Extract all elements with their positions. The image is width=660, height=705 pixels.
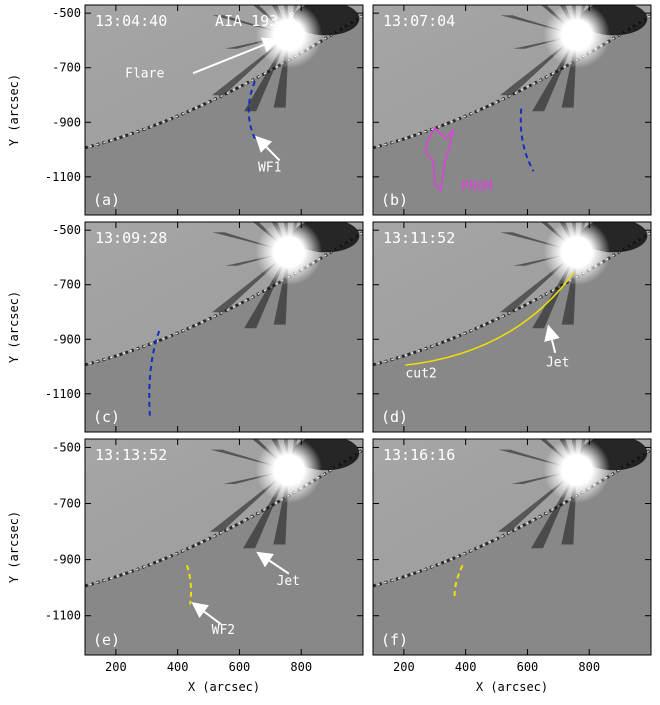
x-axis-title: X (arcsec) bbox=[188, 680, 260, 694]
dimming-ray bbox=[210, 449, 289, 470]
panel-frame bbox=[84, 438, 364, 656]
panel-f: 13:16:16 (f) bbox=[372, 438, 652, 656]
x-axis-title: X (arcsec) bbox=[476, 680, 548, 694]
x-tick-label: 600 bbox=[517, 660, 539, 674]
y-tick-label: -700 bbox=[52, 497, 81, 511]
wavefront bbox=[148, 330, 161, 416]
panel-e: Jet WF2 13:13:52 (e) bbox=[84, 438, 364, 656]
dimming-ray bbox=[498, 449, 577, 470]
flare-glow bbox=[543, 5, 611, 69]
panel-frame bbox=[372, 438, 652, 656]
y-tick-label: -500 bbox=[52, 440, 81, 454]
panel-label: (c) bbox=[93, 408, 120, 426]
panel-label: (f) bbox=[381, 631, 408, 649]
dimming-ray bbox=[212, 252, 289, 313]
x-tick-label: 800 bbox=[290, 660, 312, 674]
panel-frame bbox=[84, 221, 364, 433]
y-tick-label: -900 bbox=[52, 553, 81, 567]
flare-glow bbox=[255, 439, 323, 504]
wavefront bbox=[453, 564, 464, 600]
y-tick-label: -1100 bbox=[45, 609, 81, 623]
y-tick-label: -1100 bbox=[45, 170, 81, 184]
panel-label: (e) bbox=[93, 631, 120, 649]
jet-label: Jet bbox=[277, 574, 300, 589]
panel-b: PROM 13:07:04 (b) bbox=[372, 4, 652, 216]
dimming-ray bbox=[243, 469, 289, 549]
flare-glow bbox=[255, 222, 323, 286]
wf2-arrow bbox=[191, 602, 222, 625]
timestamp-label: 13:13:52 bbox=[95, 446, 167, 464]
y-tick-label: -1100 bbox=[45, 387, 81, 401]
y-tick-label: -700 bbox=[52, 61, 81, 75]
x-tick-label: 200 bbox=[393, 660, 415, 674]
x-tick-label: 400 bbox=[455, 660, 477, 674]
dimming-ray bbox=[273, 252, 289, 325]
panel-c: 13:09:28 (c) bbox=[84, 221, 364, 433]
dimming-ray bbox=[212, 15, 289, 35]
panel-d: cut2 Jet 13:11:52 (d) bbox=[372, 221, 652, 433]
flare-glow bbox=[543, 222, 611, 286]
y-axis-title: Y (arcsec) bbox=[7, 74, 21, 146]
cut2-label: cut2 bbox=[405, 366, 436, 381]
timestamp-label: 13:09:28 bbox=[95, 229, 167, 247]
x-tick-label: 200 bbox=[105, 660, 127, 674]
timestamp-label: 13:16:16 bbox=[383, 446, 455, 464]
y-tick-label: -500 bbox=[52, 6, 81, 20]
y-tick-label: -700 bbox=[52, 278, 81, 292]
dimming-ray bbox=[497, 469, 577, 532]
dimming-ray bbox=[500, 15, 577, 35]
flare-label: Flare bbox=[125, 66, 164, 81]
jet-arrow bbox=[544, 324, 560, 354]
y-tick-label: -900 bbox=[52, 332, 81, 346]
wavefront-wf1 bbox=[247, 80, 256, 140]
x-tick-label: 800 bbox=[578, 660, 600, 674]
y-axis-title: Y (arcsec) bbox=[7, 291, 21, 363]
panel-label: (a) bbox=[93, 191, 120, 209]
flare-glow bbox=[255, 5, 323, 69]
solar-limb bbox=[85, 448, 363, 588]
y-tick-label: -500 bbox=[52, 223, 81, 237]
jet-arrow bbox=[256, 551, 290, 575]
flare-glow bbox=[543, 439, 611, 504]
wf2-label: WF2 bbox=[212, 623, 235, 638]
y-axis-title: Y (arcsec) bbox=[7, 511, 21, 583]
panel-frame bbox=[84, 4, 364, 216]
jet-label: Jet bbox=[546, 356, 569, 371]
y-tick-label: -900 bbox=[52, 115, 81, 129]
panel-a: Flare WF1 13:04:40 AIA 193 Å (a) bbox=[84, 4, 364, 216]
wf1-arrow bbox=[255, 135, 281, 162]
panel-label: (d) bbox=[381, 408, 408, 426]
wavefront-wf2 bbox=[185, 564, 193, 605]
dimming-ray bbox=[273, 469, 289, 545]
panel-frame bbox=[372, 221, 652, 433]
solar-limb bbox=[373, 448, 651, 588]
instrument-label: AIA 193 Å bbox=[215, 11, 296, 30]
wf1-label: WF1 bbox=[258, 160, 281, 175]
dimming-ray bbox=[561, 469, 577, 545]
prominence-contour bbox=[424, 126, 455, 192]
panel-frame bbox=[372, 4, 652, 216]
cut2-line bbox=[405, 272, 575, 366]
x-tick-label: 400 bbox=[167, 660, 189, 674]
prom-label: PROM bbox=[461, 179, 492, 194]
timestamp-label: 13:04:40 bbox=[95, 12, 167, 30]
panel-label: (b) bbox=[381, 191, 408, 209]
timestamp-label: 13:07:04 bbox=[383, 12, 455, 30]
dimming-ray bbox=[273, 35, 289, 108]
x-tick-label: 600 bbox=[229, 660, 251, 674]
flare-arrow bbox=[192, 37, 279, 75]
timestamp-label: 13:11:52 bbox=[383, 229, 455, 247]
